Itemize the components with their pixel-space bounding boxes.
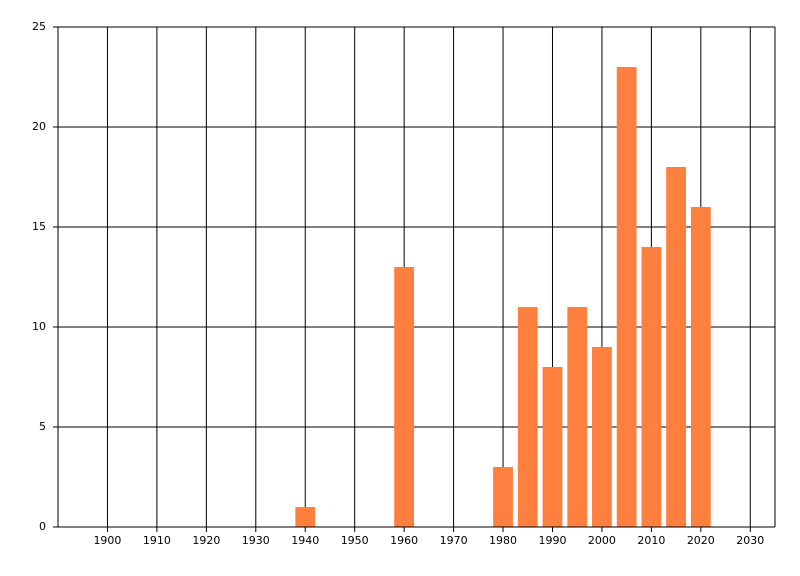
x-tick-label: 1980: [489, 534, 517, 547]
y-tick-label: 0: [39, 520, 46, 533]
x-tick-label: 1900: [93, 534, 121, 547]
x-tick-label: 2020: [687, 534, 715, 547]
bar: [295, 507, 316, 527]
x-tick-label: 1930: [242, 534, 270, 547]
x-tick-label: 1960: [390, 534, 418, 547]
bar: [493, 467, 513, 527]
bar: [517, 307, 538, 527]
bar: [666, 167, 686, 527]
y-tick-label: 25: [32, 20, 46, 33]
x-tick-label: 1940: [291, 534, 319, 547]
x-tick-label: 1920: [192, 534, 220, 547]
bar: [592, 347, 612, 527]
bar: [542, 367, 563, 527]
y-tick-label: 20: [32, 120, 46, 133]
bar: [616, 67, 637, 527]
bar: [690, 207, 711, 527]
y-tick-label: 5: [39, 420, 46, 433]
x-tick-label: 1950: [341, 534, 369, 547]
bar: [394, 267, 415, 527]
x-tick-label: 2010: [637, 534, 665, 547]
y-tick-label: 10: [32, 320, 46, 333]
x-tick-label: 1990: [538, 534, 566, 547]
y-tick-label: 15: [32, 220, 46, 233]
x-tick-label: 1970: [440, 534, 468, 547]
bar: [641, 247, 662, 527]
bar: [567, 307, 588, 527]
x-tick-label: 2000: [588, 534, 616, 547]
x-tick-label: 1910: [143, 534, 171, 547]
x-tick-label: 2030: [736, 534, 764, 547]
